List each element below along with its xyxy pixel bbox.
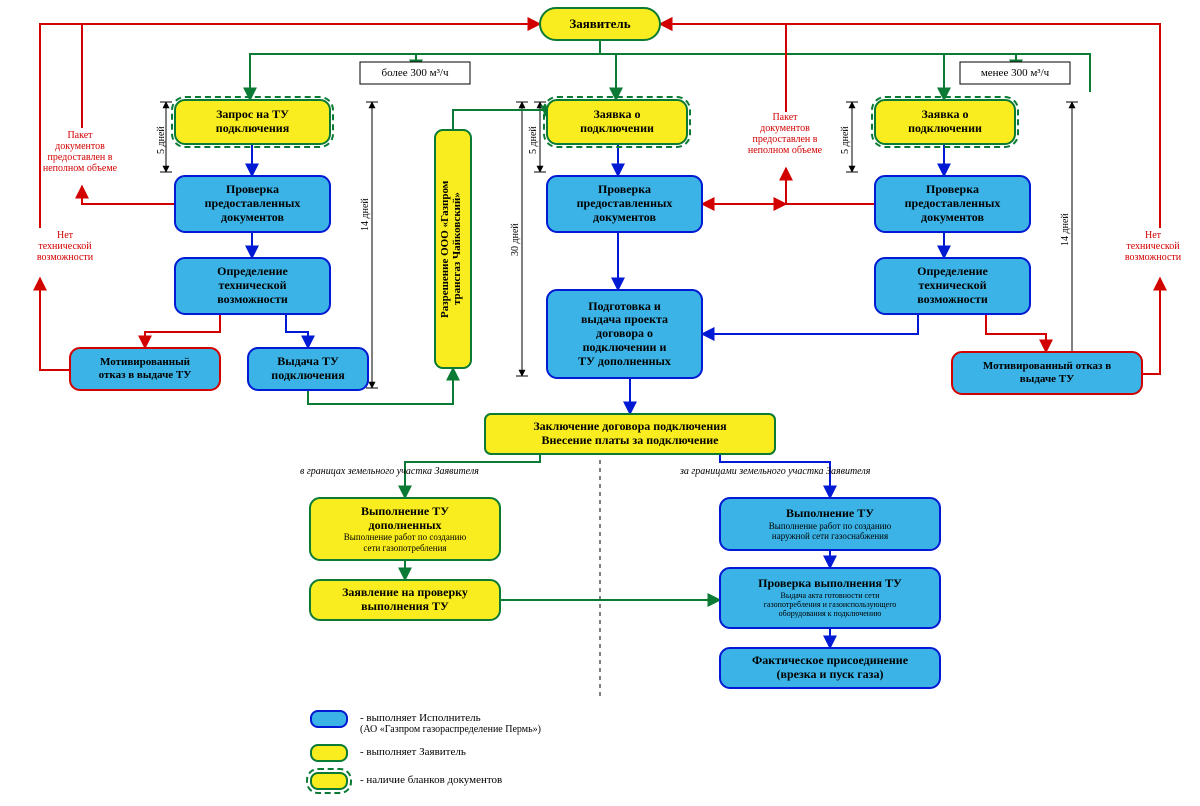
zone-label-right: за границами земельного участка Заявител… bbox=[680, 466, 870, 477]
node-n8: Подготовка ивыдача проектадоговора оподк… bbox=[547, 290, 702, 378]
node-n13: Заключение договора подключенияВнесение … bbox=[485, 414, 775, 454]
vlabel-0: 5 дней bbox=[156, 110, 167, 170]
side-text-left_no: Неттехническойвозможности bbox=[20, 230, 110, 263]
branch-label-more: более 300 м³/ч bbox=[360, 62, 470, 84]
legend-text-2: - наличие бланков документов bbox=[360, 774, 502, 786]
legend-text-0: - выполняет Исполнитель(АО «Газпром газо… bbox=[360, 712, 541, 735]
vlabel-2: 30 дней bbox=[510, 140, 521, 340]
vlabel-3: 5 дней bbox=[840, 110, 851, 170]
branch-label-less: менее 300 м³/ч bbox=[960, 62, 1070, 84]
side-text-mid_red: Пакетдокументовпредоставлен внеполном об… bbox=[735, 112, 835, 156]
zone-label-left: в границах земельного участка Заявителя bbox=[300, 466, 479, 477]
node-n1: Запрос на ТУподключения bbox=[175, 100, 330, 144]
vlabel-4: 14 дней bbox=[1060, 140, 1071, 320]
node-n16: Выполнение ТУВыполнение работ по создани… bbox=[720, 498, 940, 550]
side-text-right_no: Неттехническойвозможности bbox=[1113, 230, 1193, 263]
legend-swatch-0 bbox=[310, 710, 348, 728]
node-n15: Заявление на проверкувыполнения ТУ bbox=[310, 580, 500, 620]
node-n2: Проверкапредоставленныхдокументов bbox=[175, 176, 330, 232]
legend-text-1: - выполняет Заявитель bbox=[360, 746, 466, 758]
node-n10: Проверкапредоставленныхдокументов bbox=[875, 176, 1030, 232]
legend-swatch-2 bbox=[310, 772, 348, 790]
node-n17: Проверка выполнения ТУВыдача акта готовн… bbox=[720, 568, 940, 628]
node-n7: Проверкапредоставленныхдокументов bbox=[547, 176, 702, 232]
node-n18: Фактическое присоединение(врезка и пуск … bbox=[720, 648, 940, 688]
start-node: Заявитель bbox=[540, 8, 660, 40]
vlabel-5: 5 дней bbox=[528, 110, 539, 170]
legend-swatch-1 bbox=[310, 744, 348, 762]
node-n9: Заявка оподключении bbox=[875, 100, 1015, 144]
node-n11: Определениетехническойвозможности bbox=[875, 258, 1030, 314]
node-n6: Заявка оподключении bbox=[547, 100, 687, 144]
node-n12: Мотивированный отказ ввыдаче ТУ bbox=[952, 352, 1142, 394]
node-n4: Мотивированныйотказ в выдаче ТУ bbox=[70, 348, 220, 390]
node-n5: Выдача ТУподключения bbox=[248, 348, 368, 390]
node-n3: Определениетехническойвозможности bbox=[175, 258, 330, 314]
vlabel-1: 14 дней bbox=[360, 140, 371, 290]
node-n14: Выполнение ТУдополненныхВыполнение работ… bbox=[310, 498, 500, 560]
gazprom-permission: Разрешение ООО «Газпромтрансгаз Чайковск… bbox=[439, 136, 467, 362]
side-text-left_red: Пакетдокументовпредоставлен внеполном об… bbox=[30, 130, 130, 174]
